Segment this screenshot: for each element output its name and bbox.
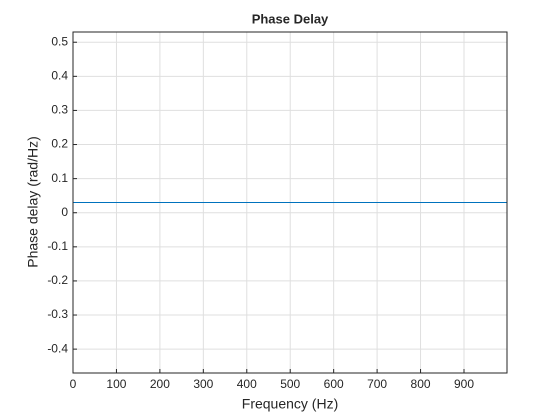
x-tick-label: 0 [70, 377, 77, 391]
y-tick-label: -0.3 [47, 307, 68, 321]
y-tick-label: 0.3 [51, 103, 68, 117]
y-tick-label: -0.2 [47, 273, 68, 287]
x-tick-label: 200 [150, 377, 170, 391]
y-tick-label: -0.1 [47, 239, 68, 253]
x-tick-label: 300 [193, 377, 213, 391]
x-tick-label: 500 [280, 377, 300, 391]
y-axis-label: Phase delay (rad/Hz) [25, 136, 41, 268]
x-tick-label: 600 [324, 377, 344, 391]
y-tick-label: 0.1 [51, 171, 68, 185]
y-tick-label: 0 [61, 205, 68, 219]
axes-box [72, 31, 508, 374]
chart-title: Phase Delay [252, 11, 329, 26]
y-tick-label: 0.5 [51, 34, 68, 48]
x-tick-label: 800 [411, 377, 431, 391]
x-tick-label: 900 [454, 377, 474, 391]
y-tick-label: 0.4 [51, 69, 68, 83]
x-tick-label: 100 [106, 377, 126, 391]
y-tick-label: -0.4 [47, 341, 68, 355]
x-axis-label: Frequency (Hz) [242, 396, 338, 412]
x-tick-label: 700 [367, 377, 387, 391]
x-tick-label: 400 [237, 377, 257, 391]
y-tick-label: 0.2 [51, 137, 68, 151]
